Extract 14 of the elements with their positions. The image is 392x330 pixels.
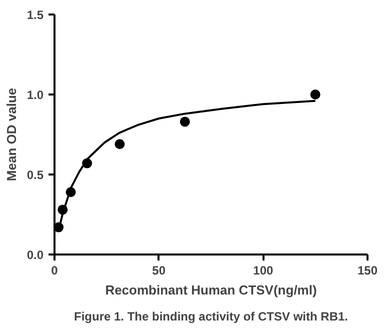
caption: Figure 1. The binding activity of CTSV with RB1. <box>74 310 348 324</box>
x-tick-label: 150 <box>357 264 378 278</box>
y-tick-label: 1.0 <box>26 88 44 102</box>
x-axis-title: Recombinant Human CTSV(ng/ml) <box>105 282 317 298</box>
point <box>310 90 320 100</box>
y-tick-label: 1.5 <box>26 8 44 22</box>
x-tick-label: 50 <box>152 264 166 278</box>
point <box>114 139 125 150</box>
x-tick-label: 100 <box>253 264 274 278</box>
y-tick-label: 0.5 <box>26 168 44 182</box>
x-tick-label: 0 <box>51 264 58 278</box>
y-axis-title: Mean OD value <box>4 88 19 182</box>
point <box>180 116 190 127</box>
y-tick-label: 0.0 <box>26 248 44 262</box>
